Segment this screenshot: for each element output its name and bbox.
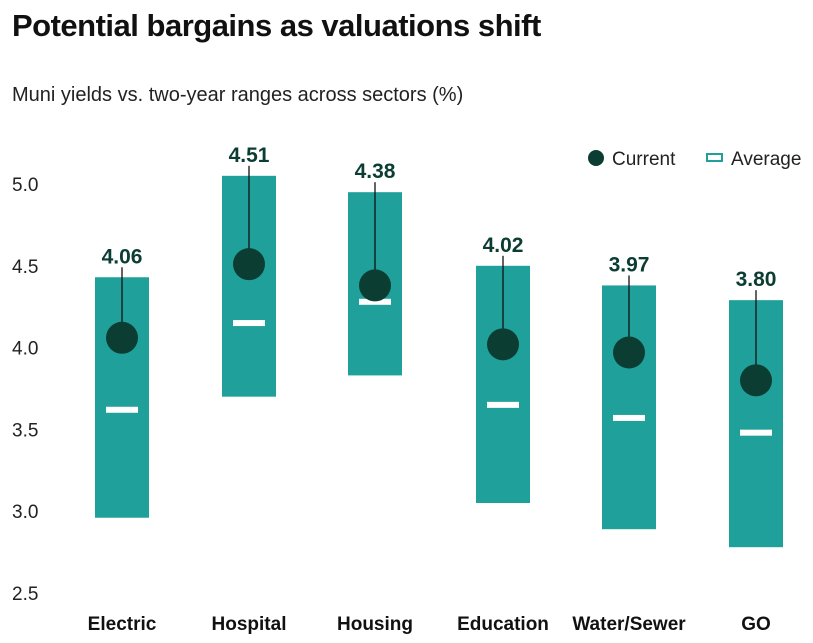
sector-group: 4.06 Electric	[88, 245, 157, 635]
legend-current-label: Current	[612, 149, 676, 170]
sector-group: 4.51 Hospital	[212, 144, 287, 635]
chart-title: Potential bargains as valuations shift	[12, 8, 541, 43]
category-label: Hospital	[212, 614, 287, 635]
legend: Current Average	[588, 149, 801, 170]
legend-average-marker	[706, 153, 723, 162]
current-value-label: 4.51	[229, 144, 270, 167]
category-label: GO	[741, 614, 771, 635]
y-axis: 5.0 4.5 4.0 3.5 3.0 2.5	[12, 175, 38, 605]
category-label: Education	[457, 614, 549, 635]
category-label: Electric	[88, 614, 157, 635]
average-marker	[233, 320, 265, 327]
current-marker	[106, 321, 138, 354]
average-marker	[106, 406, 138, 413]
y-tick-label: 3.0	[12, 502, 38, 523]
sector-group: 3.80 GO	[729, 268, 783, 635]
current-marker	[359, 269, 391, 302]
y-tick-label: 5.0	[12, 175, 38, 196]
current-value-label: 3.80	[736, 268, 777, 291]
current-marker	[487, 328, 519, 361]
y-tick-label: 3.5	[12, 420, 38, 441]
sector-ranges: 4.06 Electric 4.51 Hospital 4.38 Housing 4.02 E…	[88, 144, 783, 635]
current-value-label: 4.06	[102, 245, 143, 268]
sector-group: 4.02 Education	[457, 234, 549, 635]
category-label: Housing	[337, 614, 413, 635]
legend-average-label: Average	[731, 149, 801, 170]
average-marker	[740, 429, 772, 436]
sector-group: 4.38 Housing	[337, 160, 413, 635]
y-tick-label: 4.0	[12, 339, 38, 360]
current-marker	[740, 364, 772, 397]
average-marker	[487, 401, 519, 408]
legend-current-marker	[588, 150, 604, 166]
current-marker	[613, 336, 645, 369]
y-tick-label: 2.5	[12, 584, 38, 605]
sector-group: 3.97 Water/Sewer	[572, 253, 686, 635]
average-marker	[613, 414, 645, 421]
current-marker	[233, 248, 265, 281]
chart-subtitle: Muni yields vs. two-year ranges across s…	[12, 84, 464, 106]
current-value-label: 4.38	[355, 160, 396, 183]
category-label: Water/Sewer	[572, 614, 686, 635]
current-value-label: 3.97	[609, 253, 650, 276]
current-value-label: 4.02	[483, 234, 524, 257]
y-tick-label: 4.5	[12, 257, 38, 278]
average-marker	[359, 298, 391, 305]
